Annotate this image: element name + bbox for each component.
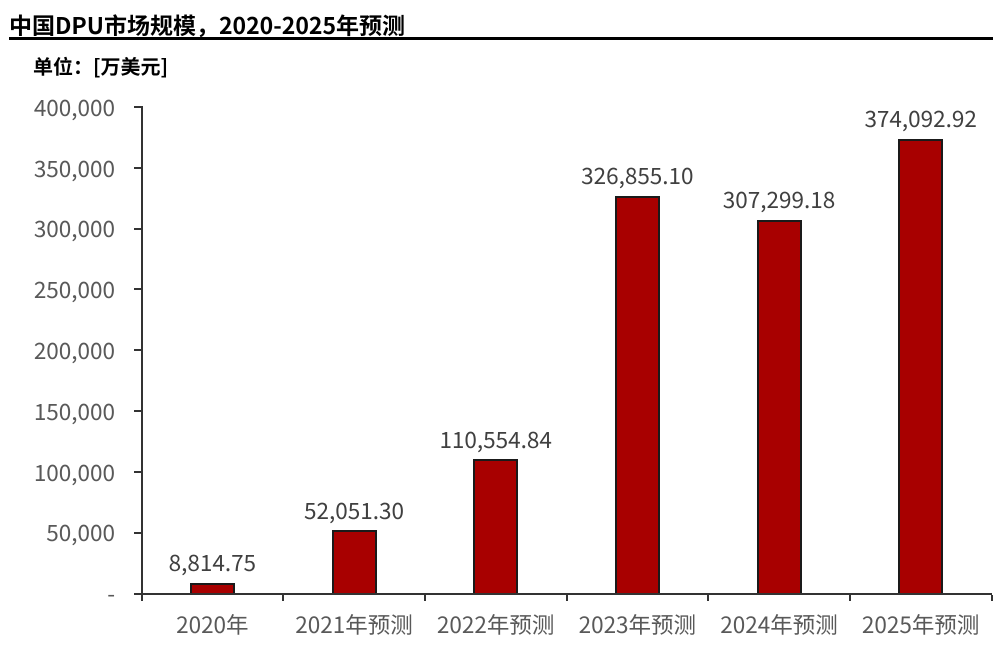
y-axis-tick (134, 106, 141, 108)
x-axis-category-label: 2022年预测 (436, 608, 555, 640)
y-axis-tick (134, 531, 141, 534)
y-axis-tick (134, 349, 141, 352)
y-axis-tick-label: 400,000 (33, 90, 115, 123)
bar-2025年预测 (898, 138, 944, 594)
bar-2021年预测 (331, 530, 377, 594)
bar-value-label: 8,814.75 (168, 546, 257, 579)
x-axis-category-label: 2024年预测 (720, 608, 838, 640)
x-axis-tick (848, 594, 851, 601)
bar-value-label: 326,855.10 (581, 159, 694, 192)
y-axis-tick-label: 100,000 (33, 455, 115, 488)
y-axis-tick (134, 166, 141, 169)
y-axis-tick (134, 470, 141, 473)
unit-label: 单位：[万美元] (33, 50, 169, 80)
chart-title: 中国DPU市场规模，2020-2025年预测 (9, 7, 406, 41)
x-axis-tick (990, 594, 993, 601)
x-axis-tick (565, 594, 568, 601)
x-axis-category-label: 2021年预测 (295, 608, 413, 640)
x-axis-tick (423, 594, 426, 601)
y-axis-tick-label: 200,000 (33, 334, 115, 366)
x-axis-tick (140, 594, 143, 601)
bar-2023年预测 (614, 195, 660, 594)
bar-2020年 (189, 582, 235, 594)
y-axis-tick-label: 350,000 (33, 151, 115, 184)
x-axis-category-label: 2025年预测 (861, 608, 980, 640)
y-axis-tick-label: 300,000 (33, 212, 115, 245)
bar-2024年预测 (756, 219, 802, 594)
x-axis-tick (707, 594, 710, 601)
y-axis-tick (134, 410, 141, 413)
y-axis-tick (134, 592, 141, 595)
bar-value-label: 52,051.30 (304, 493, 404, 526)
y-axis-tick (134, 227, 141, 230)
y-axis-tick-label: 150,000 (33, 394, 115, 427)
y-axis-tick (134, 288, 141, 291)
y-axis-tick-label: - (107, 577, 115, 610)
x-axis-category-label: 2023年预测 (578, 608, 697, 640)
y-axis-line (140, 106, 143, 600)
bar-2022年预测 (473, 459, 519, 594)
bar-value-label: 374,092.92 (864, 102, 977, 134)
y-axis-tick-label: 50,000 (46, 516, 115, 549)
bar-value-label: 307,299.18 (722, 183, 836, 216)
bar-value-label: 110,554.84 (439, 422, 552, 455)
x-axis-line (140, 592, 992, 595)
y-axis-tick-label: 250,000 (33, 273, 115, 306)
title-underline (9, 37, 993, 40)
x-axis-category-label: 2020年 (176, 608, 249, 640)
x-axis-tick (282, 594, 285, 601)
